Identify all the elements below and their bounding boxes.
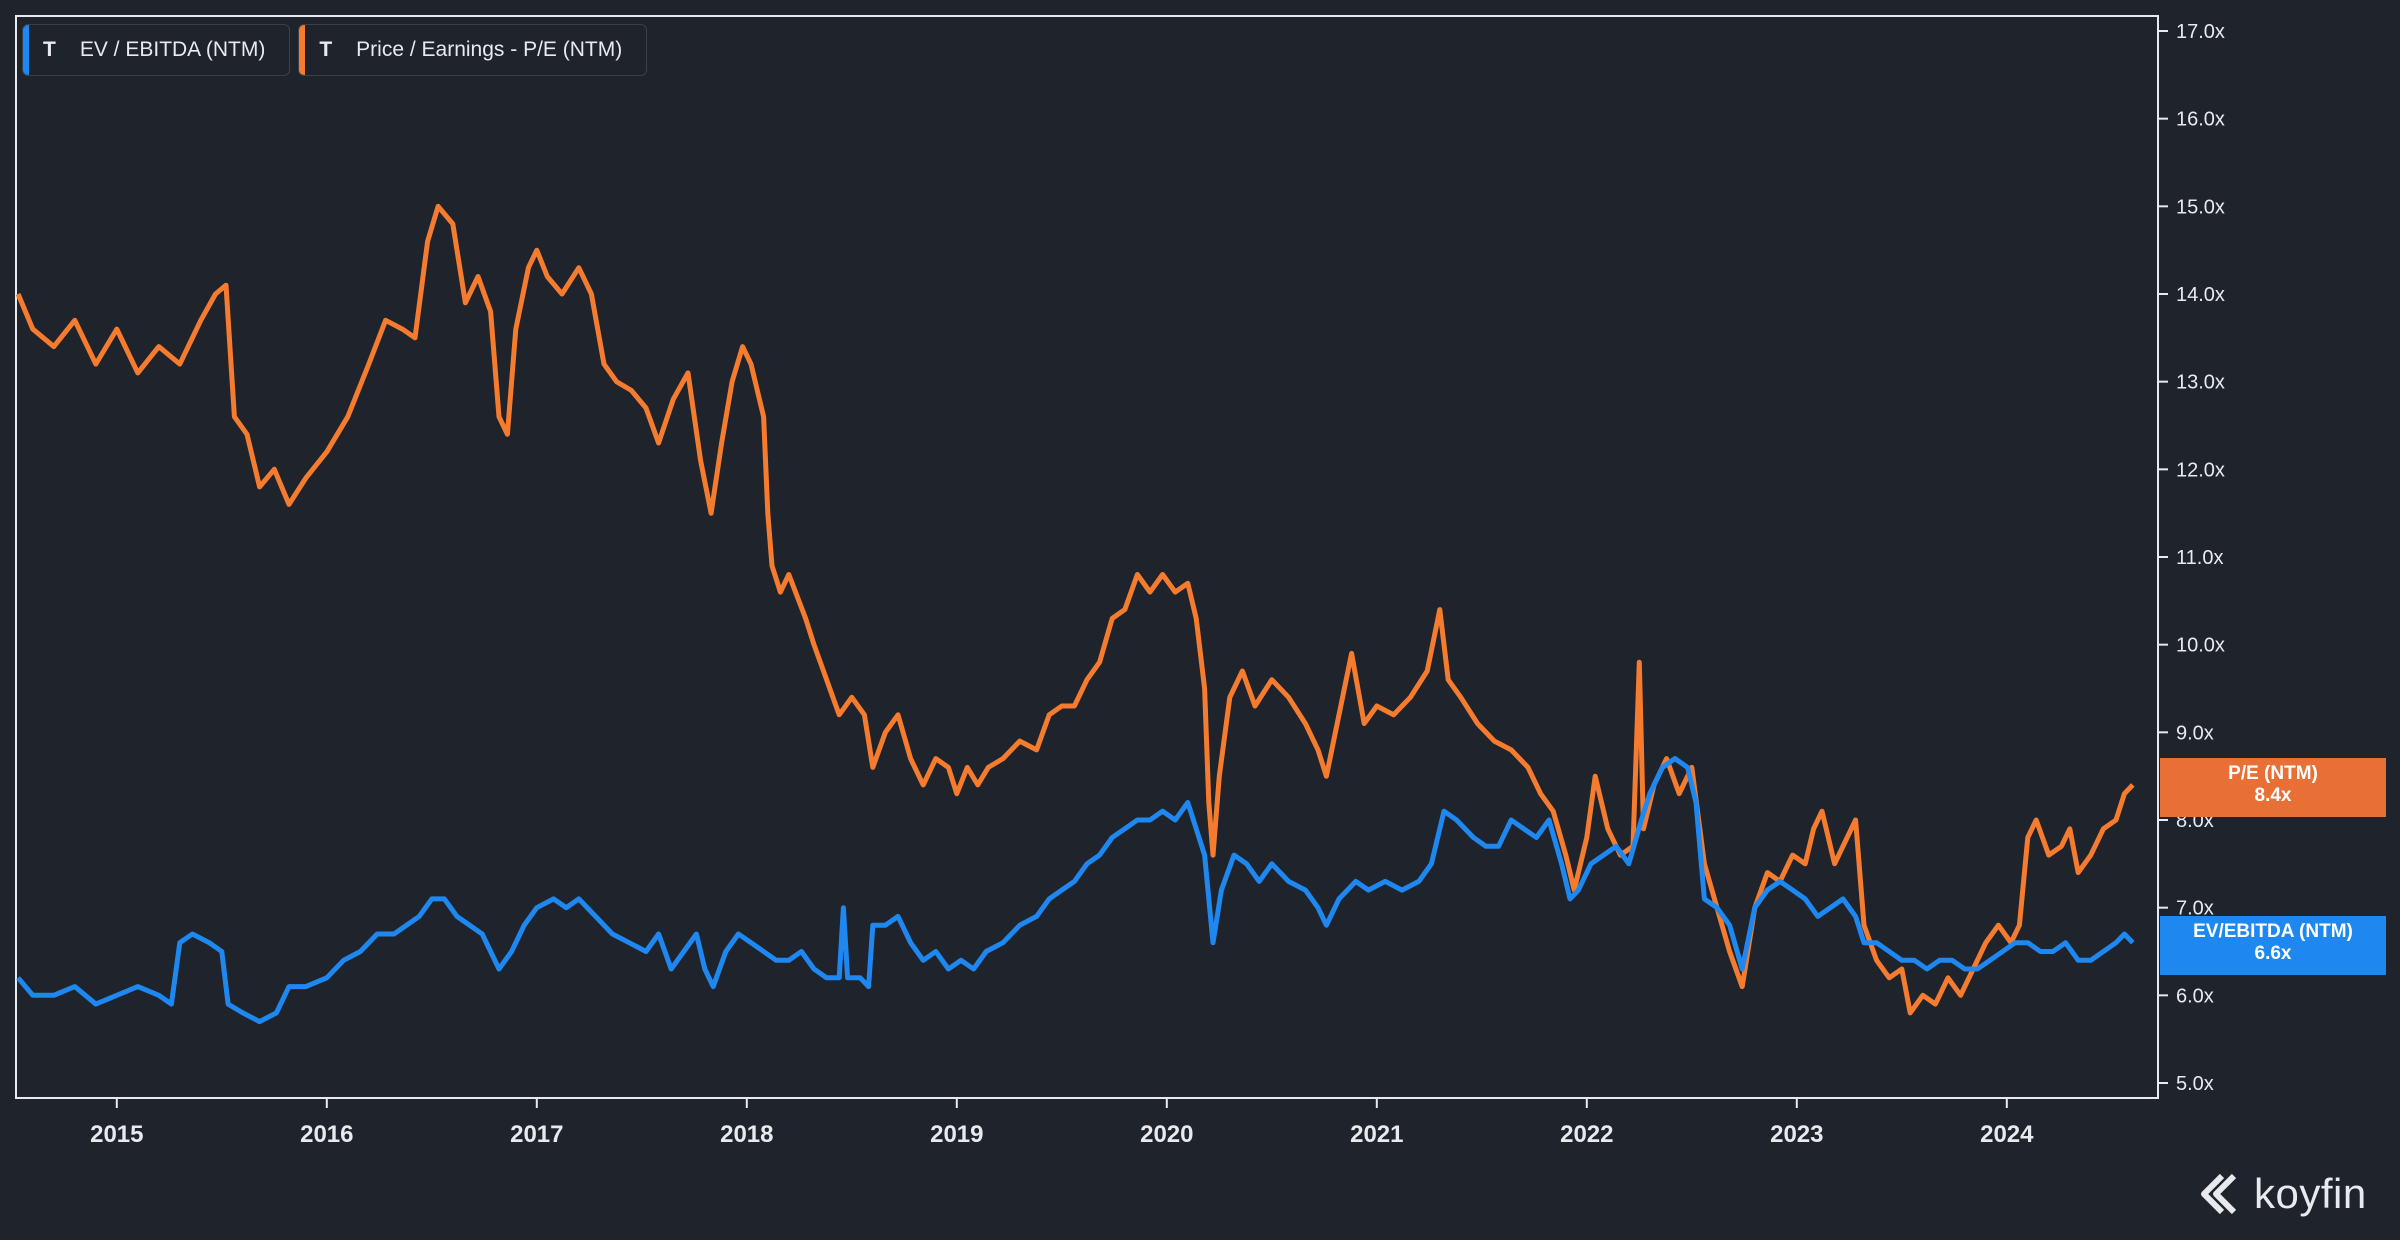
series-line-pe bbox=[15, 203, 2135, 1016]
x-tick-label: 2015 bbox=[90, 1121, 143, 1148]
legend-badge-pe: T bbox=[319, 38, 333, 61]
plot-frame bbox=[15, 15, 2159, 1099]
y-tick-label: 15.0x bbox=[2176, 196, 2225, 218]
legend-label-pe: Price / Earnings - P/E (NTM) bbox=[356, 38, 623, 61]
y-tick-label: 6.0x bbox=[2176, 985, 2214, 1007]
y-tick-label: 17.0x bbox=[2176, 21, 2225, 43]
tag-ev-value: 6.6x bbox=[2254, 942, 2292, 964]
last-value-tag-ev: EV/EBITDA (NTM) 6.6x bbox=[2160, 915, 2386, 975]
y-tick-label: 16.0x bbox=[2176, 109, 2225, 131]
x-tick-label: 2022 bbox=[1560, 1121, 1613, 1148]
x-tick-label: 2018 bbox=[720, 1121, 773, 1148]
y-tick-label: 14.0x bbox=[2176, 284, 2225, 306]
x-axis: 2015 2016 2017 2018 2019 2020 2021 2022 2023 2024 bbox=[90, 1098, 2034, 1148]
legend: T EV / EBITDA (NTM) T Price / Earnings -… bbox=[22, 24, 648, 76]
legend-item-pe[interactable]: T Price / Earnings - P/E (NTM) bbox=[298, 24, 648, 76]
last-value-tag-pe: P/E (NTM) 8.4x bbox=[2160, 757, 2386, 817]
x-tick-label: 2016 bbox=[300, 1121, 353, 1148]
y-tick-label: 7.0x bbox=[2176, 898, 2214, 920]
legend-label-ev-ebitda: EV / EBITDA (NTM) bbox=[79, 38, 266, 61]
x-tick-label: 2019 bbox=[930, 1121, 983, 1148]
y-tick-label: 5.0x bbox=[2176, 1073, 2214, 1095]
x-tick-label: 2021 bbox=[1350, 1121, 1403, 1148]
series-layer bbox=[15, 203, 2135, 1025]
legend-item-ev-ebitda[interactable]: T EV / EBITDA (NTM) bbox=[22, 24, 291, 76]
y-tick-label: 11.0x bbox=[2176, 547, 2223, 569]
y-axis: 5.0x6.0x7.0x8.0x9.0x10.0x11.0x12.0x13.0x… bbox=[2158, 21, 2225, 1095]
koyfin-logo: koyfin bbox=[2200, 1170, 2367, 1218]
y-tick-label: 12.0x bbox=[2176, 459, 2225, 481]
x-tick-label: 2017 bbox=[510, 1121, 563, 1148]
tag-pe-name: P/E (NTM) bbox=[2228, 762, 2318, 784]
y-tick-label: 13.0x bbox=[2176, 372, 2225, 394]
tag-pe-value: 8.4x bbox=[2254, 784, 2292, 806]
koyfin-logo-icon bbox=[2201, 1173, 2237, 1215]
x-tick-label: 2024 bbox=[1980, 1121, 2034, 1148]
x-tick-label: 2020 bbox=[1140, 1121, 1193, 1148]
legend-badge-ev-ebitda: T bbox=[43, 38, 56, 61]
legend-swatch-ev-ebitda bbox=[23, 25, 29, 75]
koyfin-logo-text: koyfin bbox=[2254, 1170, 2367, 1217]
y-tick-label: 10.0x bbox=[2176, 635, 2225, 657]
legend-swatch-pe bbox=[299, 25, 306, 75]
series-line-ev-ebitda bbox=[16, 756, 2135, 1025]
y-tick-label: 9.0x bbox=[2176, 722, 2214, 744]
x-tick-label: 2023 bbox=[1770, 1121, 1823, 1148]
tag-ev-name: EV/EBITDA (NTM) bbox=[2193, 920, 2353, 942]
